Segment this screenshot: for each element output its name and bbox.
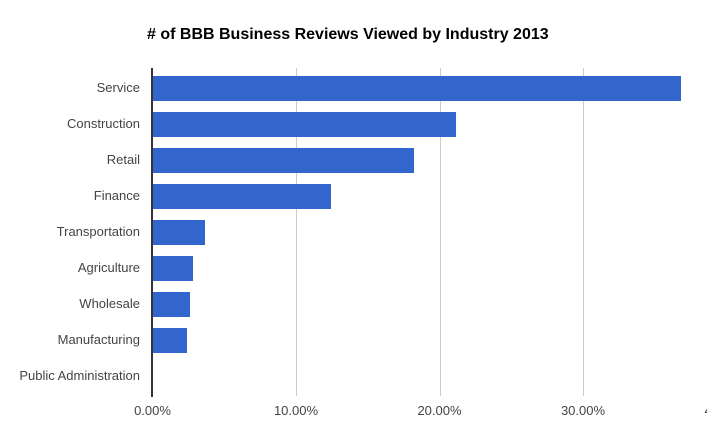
category-label: Finance [93, 188, 140, 203]
zero-axis-line [151, 68, 153, 397]
category-label: Wholesale [79, 296, 140, 311]
bar[interactable] [153, 147, 415, 173]
category-label: Construction [67, 116, 140, 131]
category-label: Retail [106, 152, 140, 167]
category-label: Manufacturing [57, 332, 140, 347]
category-label: Agriculture [77, 260, 140, 275]
x-tick-label: 0.00% [134, 403, 171, 418]
bar[interactable] [153, 291, 191, 317]
x-tick-label: 10.00% [273, 403, 319, 418]
bar[interactable] [153, 111, 456, 137]
category-label: Transportation [56, 224, 140, 239]
bar[interactable] [153, 183, 331, 209]
x-tick-label: 30.00% [560, 403, 606, 418]
x-tick-label: 40.00% [682, 403, 707, 418]
bar[interactable] [153, 75, 682, 101]
bar[interactable] [153, 219, 205, 245]
gridline [439, 68, 441, 396]
category-label: Service [96, 80, 140, 95]
x-tick-label: 20.00% [417, 403, 462, 418]
chart-title: # of BBB Business Reviews Viewed by Indu… [147, 26, 549, 43]
bar[interactable] [153, 255, 194, 281]
bar[interactable] [153, 327, 188, 353]
category-label: Public Administration [19, 368, 140, 383]
gridline [583, 68, 584, 396]
gridline [296, 68, 297, 396]
